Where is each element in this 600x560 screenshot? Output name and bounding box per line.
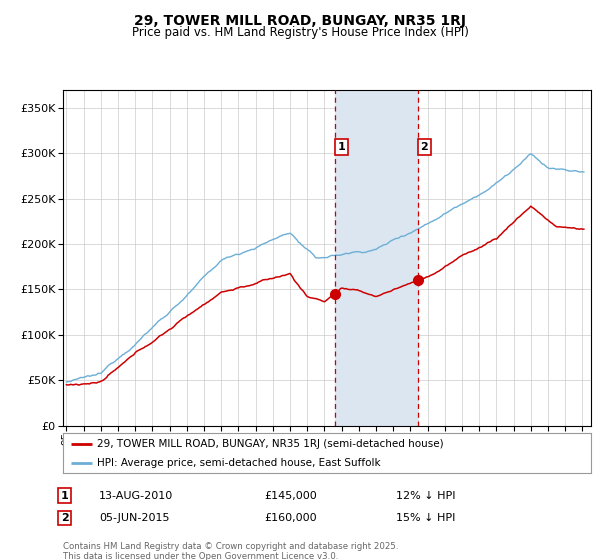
Text: 13-AUG-2010: 13-AUG-2010 <box>99 491 173 501</box>
Text: £145,000: £145,000 <box>264 491 317 501</box>
Text: 2: 2 <box>61 513 68 523</box>
Text: 15% ↓ HPI: 15% ↓ HPI <box>396 513 455 523</box>
Text: Price paid vs. HM Land Registry's House Price Index (HPI): Price paid vs. HM Land Registry's House … <box>131 26 469 39</box>
Bar <box>335 90 418 426</box>
Text: Contains HM Land Registry data © Crown copyright and database right 2025.
This d: Contains HM Land Registry data © Crown c… <box>63 542 398 560</box>
Text: 29, TOWER MILL ROAD, BUNGAY, NR35 1RJ (semi-detached house): 29, TOWER MILL ROAD, BUNGAY, NR35 1RJ (s… <box>97 439 444 449</box>
Text: HPI: Average price, semi-detached house, East Suffolk: HPI: Average price, semi-detached house,… <box>97 458 381 468</box>
Text: 12% ↓ HPI: 12% ↓ HPI <box>396 491 455 501</box>
Text: 1: 1 <box>61 491 68 501</box>
Text: 2: 2 <box>421 142 428 152</box>
Text: £160,000: £160,000 <box>264 513 317 523</box>
Text: 05-JUN-2015: 05-JUN-2015 <box>99 513 170 523</box>
Text: 1: 1 <box>338 142 346 152</box>
Text: 29, TOWER MILL ROAD, BUNGAY, NR35 1RJ: 29, TOWER MILL ROAD, BUNGAY, NR35 1RJ <box>134 14 466 28</box>
